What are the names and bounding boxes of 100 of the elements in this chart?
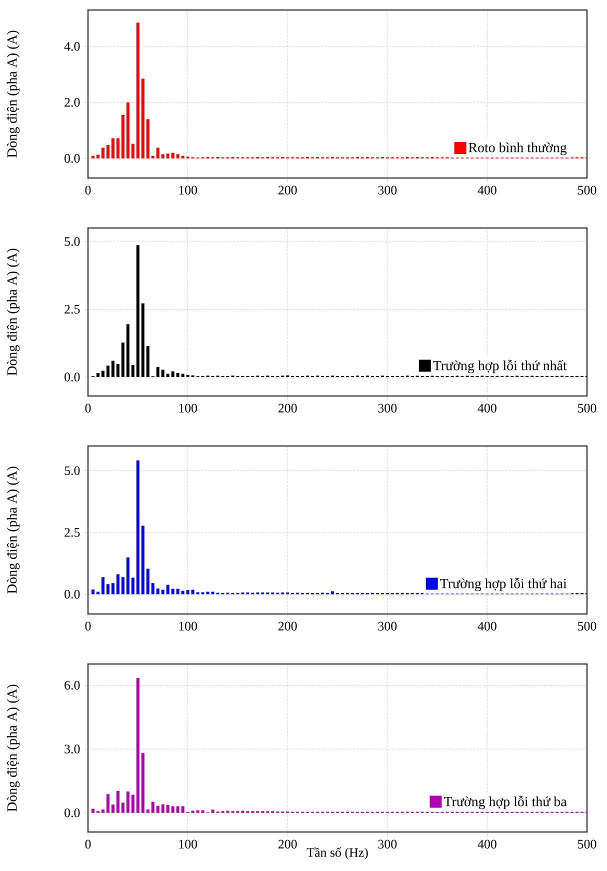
x-tick-label: 200 bbox=[278, 840, 297, 849]
x-tick-label: 500 bbox=[578, 404, 596, 413]
bar bbox=[176, 588, 180, 594]
bar bbox=[176, 372, 180, 378]
x-tick-label: 100 bbox=[179, 186, 198, 194]
bar bbox=[131, 365, 134, 378]
bar bbox=[171, 806, 174, 813]
bar bbox=[91, 156, 94, 158]
x-tick-label: 300 bbox=[378, 186, 397, 194]
x-tick-label: 100 bbox=[179, 622, 198, 631]
bar bbox=[121, 802, 124, 813]
y-tick-label: 2.0 bbox=[64, 98, 80, 107]
bar bbox=[121, 577, 124, 594]
bar bbox=[156, 806, 160, 813]
bar bbox=[136, 245, 140, 378]
bar bbox=[156, 367, 160, 378]
x-tick-label: 200 bbox=[278, 186, 297, 194]
bar bbox=[116, 574, 120, 594]
x-tick-label: 500 bbox=[578, 622, 596, 631]
x-tick-label: 400 bbox=[478, 186, 496, 194]
x-tick-label: 0 bbox=[85, 622, 91, 631]
legend-label: Trường hợp lỗi thứ ba bbox=[444, 796, 567, 810]
bar bbox=[166, 154, 170, 158]
bar bbox=[116, 790, 120, 813]
bar bbox=[106, 584, 110, 594]
x-tick-label: 300 bbox=[378, 404, 397, 413]
bar bbox=[101, 809, 104, 813]
y-tick-label: 0.0 bbox=[64, 372, 80, 382]
bar bbox=[171, 371, 174, 378]
bar bbox=[116, 364, 120, 378]
bar bbox=[181, 374, 184, 378]
x-tick-label: 500 bbox=[578, 840, 596, 849]
x-tick-label: 0 bbox=[85, 404, 91, 413]
y-tick-label: 0.0 bbox=[64, 808, 80, 818]
bar bbox=[176, 806, 180, 813]
x-tick-label: 400 bbox=[478, 622, 496, 631]
bar bbox=[161, 590, 164, 594]
bar bbox=[161, 804, 164, 813]
legend-label: Roto bình thường bbox=[468, 142, 567, 156]
bar bbox=[151, 156, 154, 158]
y-tick-label: 4.0 bbox=[64, 42, 80, 51]
bar bbox=[176, 154, 180, 158]
bar bbox=[131, 794, 134, 813]
x-tick-label: 0 bbox=[85, 840, 91, 849]
legend-label: Trường hợp lỗi thứ nhất bbox=[433, 360, 567, 374]
bar bbox=[146, 568, 150, 594]
bar bbox=[106, 794, 110, 813]
bar bbox=[106, 144, 110, 158]
x-tick-label: 300 bbox=[378, 622, 397, 631]
y-axis-title: Dòng điện (pha A) (A) bbox=[6, 248, 20, 376]
y-tick-label: 6.0 bbox=[64, 680, 80, 690]
y-axis-title: Dòng điện (pha A) (A) bbox=[6, 30, 20, 158]
bar bbox=[126, 557, 130, 594]
y-tick-label: 3.0 bbox=[64, 744, 80, 754]
x-tick-label: 100 bbox=[179, 404, 198, 413]
bar bbox=[111, 804, 114, 813]
bar bbox=[171, 588, 174, 594]
bar bbox=[151, 583, 154, 594]
bar bbox=[131, 144, 134, 158]
bar bbox=[196, 810, 200, 813]
bar bbox=[101, 148, 104, 158]
y-tick-label: 0.0 bbox=[64, 590, 80, 599]
bar bbox=[126, 792, 130, 813]
bar bbox=[136, 22, 140, 158]
bar bbox=[111, 138, 114, 158]
bar bbox=[161, 154, 164, 158]
bar bbox=[166, 584, 170, 594]
y-tick-label: 2.5 bbox=[64, 528, 80, 537]
bar bbox=[146, 119, 150, 158]
bar bbox=[166, 374, 170, 378]
bar bbox=[161, 370, 164, 378]
y-tick-label: 5.0 bbox=[64, 466, 80, 476]
bar bbox=[141, 303, 144, 378]
bar bbox=[96, 372, 100, 378]
bar bbox=[96, 154, 100, 158]
bar bbox=[101, 577, 104, 594]
bar bbox=[171, 152, 174, 158]
bar bbox=[131, 578, 134, 594]
bar bbox=[111, 360, 114, 378]
bar bbox=[141, 78, 144, 158]
x-tick-label: 400 bbox=[478, 404, 496, 413]
bar bbox=[166, 804, 170, 813]
x-tick-label: 400 bbox=[478, 840, 496, 849]
bar bbox=[186, 374, 190, 378]
bar bbox=[121, 342, 124, 378]
bar bbox=[141, 753, 144, 813]
bar bbox=[121, 114, 124, 158]
x-tick-label: 300 bbox=[378, 840, 397, 849]
bar bbox=[191, 590, 194, 594]
bar bbox=[106, 366, 110, 378]
x-tick-label: 200 bbox=[278, 404, 297, 413]
bar bbox=[156, 588, 160, 594]
bar bbox=[201, 810, 204, 813]
bar bbox=[151, 802, 154, 813]
bar bbox=[181, 156, 184, 158]
bar bbox=[181, 806, 184, 813]
bar bbox=[91, 590, 94, 594]
bar bbox=[141, 526, 144, 594]
legend-label: Trường hợp lỗi thứ hai bbox=[440, 578, 567, 592]
y-tick-label: 5.0 bbox=[64, 237, 80, 246]
